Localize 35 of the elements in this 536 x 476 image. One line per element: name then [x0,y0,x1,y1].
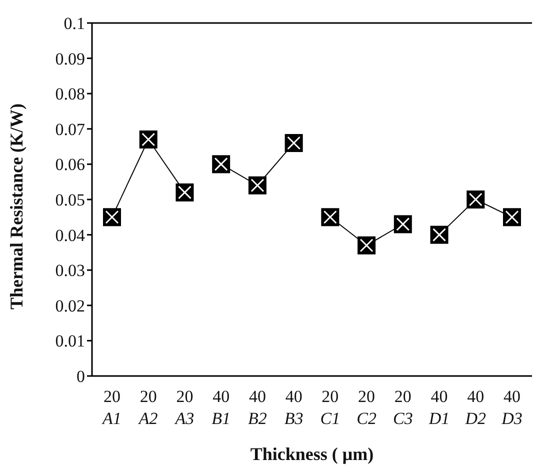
y-tick-label: 0 [76,367,85,386]
y-tick-label: 0.05 [55,190,85,210]
point [466,190,485,208]
point [103,208,121,226]
y-tick-label: 0.07 [55,120,86,139]
x-tick-label: 40 D1 [428,387,450,428]
point [394,215,412,234]
x-tick-label: 40 D3 [500,387,522,428]
point [139,130,158,148]
y-axis-title: Thermal Resistance (K/W) [6,104,26,310]
point [248,176,266,194]
x-tick-label: 20 A1 [102,387,122,428]
x-tick-label: 20 C1 [320,387,340,428]
x-tick-label: 40 B3 [284,387,304,428]
point [503,208,521,226]
point [358,236,376,254]
x-tick-label: 20 C3 [392,387,413,428]
point [176,183,194,202]
y-tick-label: 0.09 [55,49,85,68]
y-tick-label: 0.01 [55,332,85,351]
y-tick-label: 0.02 [55,296,85,316]
x-tick-label: 40 D2 [464,387,487,428]
x-axis-title: Thickness ( μm) [250,444,374,464]
y-tick-label: 0.03 [55,261,85,280]
y-tick-label: 0.06 [55,155,85,174]
y-tick-label: 0.04 [55,226,86,245]
x-tick-label: 20 C2 [356,387,377,428]
point [212,155,230,174]
x-tick-label: 40 B1 [212,387,231,428]
x-tick-label: 20 A2 [138,387,158,428]
x-tick-label: 40 B2 [248,387,268,428]
y-tick-label: 0.1 [64,14,85,34]
point [284,134,303,152]
y-tick-label: 0.08 [55,84,85,104]
x-tick-label: 20 A3 [174,387,194,428]
